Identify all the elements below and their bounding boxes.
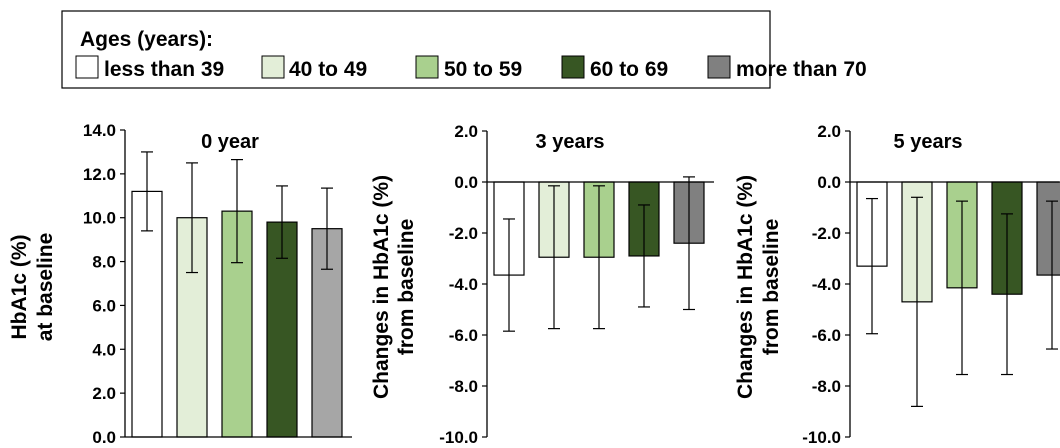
y-tick-label: 12.0 [83,165,116,184]
y-tick-label: 0.0 [454,173,478,192]
legend-label: 50 to 59 [444,58,522,81]
legend-title: Ages (years): [80,28,213,51]
y-tick-label: -8.0 [449,377,478,396]
y-tick-label: 6.0 [92,296,116,315]
y-axis-label: Changes in HbA1c (%) [370,175,393,399]
y-tick-label: -6.0 [449,326,478,345]
y-tick-label: -4.0 [812,275,841,294]
bar [1036,181,1060,276]
legend-swatch [707,55,731,79]
panel-title: 0 year [201,131,259,153]
y-tick-label: 4.0 [92,340,116,359]
panel-title: 5 years [894,131,963,153]
legend-swatch [561,55,585,79]
legend-label: less than 39 [104,58,224,81]
y-tick-label: 0.0 [817,173,841,192]
y-axis-label: at baseline [34,233,57,342]
legend-swatch [415,55,439,79]
panel-5-years: 5 years Changes in HbA1c (%) from baseli… [734,122,1060,447]
y-tick-label: -4.0 [449,275,478,294]
y-tick-label: 0.0 [92,428,116,447]
legend-swatch [75,55,99,79]
legend: Ages (years): less than 39 40 to 49 50 t… [61,10,867,89]
panel-0-year: 0 year HbA1c (%) at baseline 0.0 2.0 4.0 6.… [8,121,352,447]
legend-label: 60 to 69 [590,58,668,81]
y-axis-label: from baseline [395,219,418,356]
legend-label: 40 to 49 [289,58,367,81]
y-axis-label: from baseline [760,219,783,356]
y-tick-label: 10.0 [83,209,116,228]
y-tick-label: 2.0 [454,122,478,141]
y-tick-label: -6.0 [812,326,841,345]
legend-label: more than 70 [736,58,867,81]
y-tick-label: 2.0 [92,384,116,403]
panel-title: 3 years [536,131,605,153]
y-axis-label: HbA1c (%) [8,234,31,339]
y-axis-label: Changes in HbA1c (%) [734,175,757,399]
y-tick-label: 14.0 [83,121,116,140]
y-tick-label: -10.0 [802,428,841,447]
y-tick-label: -2.0 [812,224,841,243]
y-tick-label: -2.0 [449,224,478,243]
legend-swatch [261,55,285,79]
panel-3-years: 3 years Changes in HbA1c (%) from baseli… [370,122,714,447]
y-tick-label: -8.0 [812,377,841,396]
y-tick-label: -10.0 [439,428,478,447]
y-tick-label: 8.0 [92,253,116,272]
y-tick-label: 2.0 [817,122,841,141]
